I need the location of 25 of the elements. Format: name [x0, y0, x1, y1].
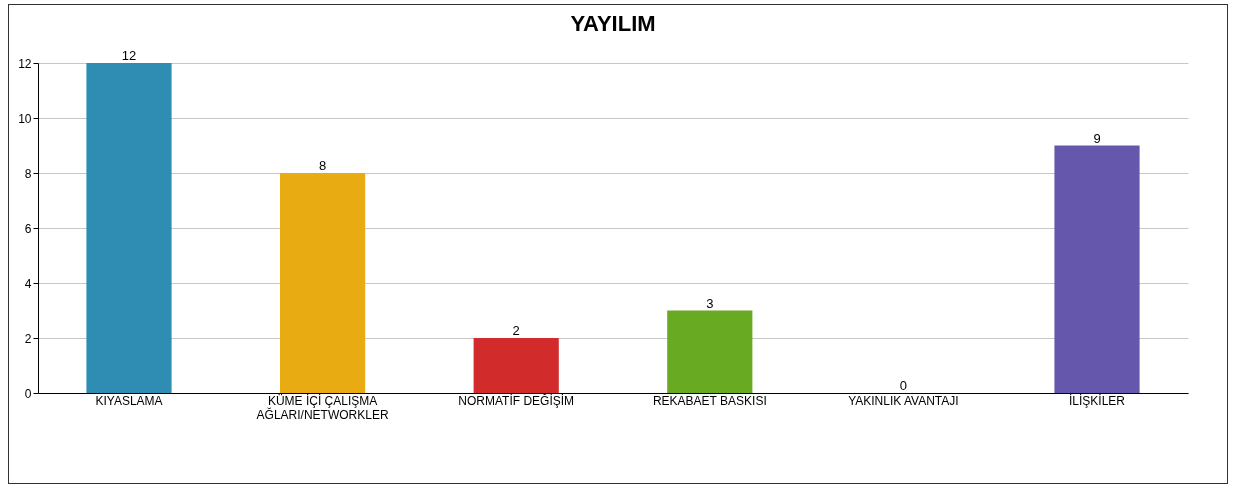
y-tick-label: 2 [24, 331, 32, 346]
data-label: 2 [512, 323, 520, 338]
bar [280, 173, 366, 393]
data-label: 0 [899, 378, 908, 393]
bar [1054, 145, 1140, 393]
y-tick-label: 0 [24, 386, 32, 401]
x-tick-label: İLİŞKİLER [1068, 393, 1126, 408]
y-tick-label: 6 [24, 221, 32, 236]
y-tick-label: 12 [18, 56, 32, 71]
chart-title: YAYILIM [570, 11, 656, 36]
data-label: 12 [121, 48, 137, 63]
x-tick-label: KÜME İÇİ ÇALIŞMA AĞLARI/NETWORKLER [256, 393, 389, 422]
bar [86, 63, 172, 393]
data-label: 9 [1093, 130, 1101, 146]
bar [667, 310, 753, 393]
x-tick-label: YAKINLIK AVANTAJI [848, 393, 959, 408]
data-label: 3 [706, 295, 714, 311]
x-tick-label: KIYASLAMA [95, 393, 163, 408]
y-tick-label: 4 [24, 276, 32, 291]
y-tick-label: 10 [18, 111, 32, 126]
bar [473, 338, 559, 393]
x-tick-label: REKABAET BASKISI [652, 393, 767, 408]
x-tick-label: NORMATİF DEĞİŞİM [458, 392, 575, 408]
y-tick-label: 8 [24, 166, 32, 181]
data-label: 8 [318, 158, 327, 173]
